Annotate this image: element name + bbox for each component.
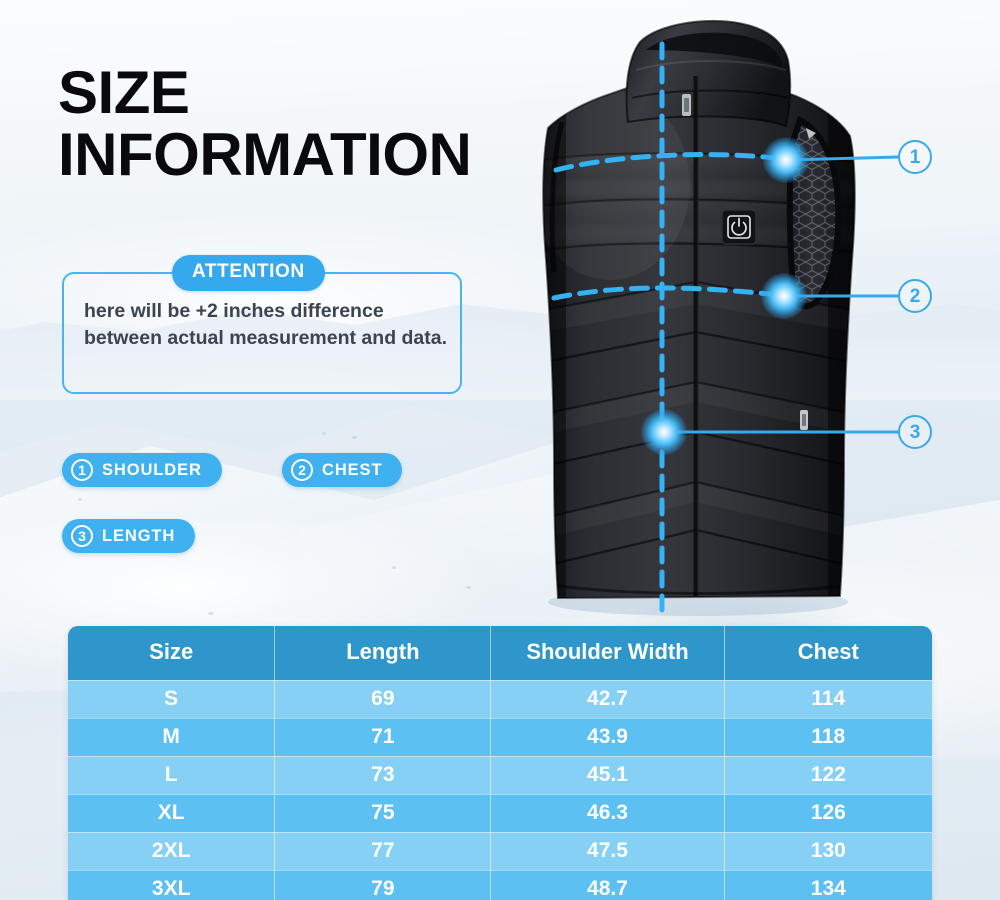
cell-size: 2XL <box>68 832 276 870</box>
cell-length: 73 <box>275 756 492 794</box>
cell-shoulder: 46.3 <box>491 794 725 832</box>
table-row: M 71 43.9 118 <box>68 718 932 756</box>
table-row: 3XL 79 48.7 134 <box>68 870 932 900</box>
attention-callout: ATTENTION here will be +2 inches differe… <box>62 255 462 394</box>
attention-text: here will be +2 inches difference betwee… <box>84 300 448 349</box>
cell-length: 69 <box>275 680 492 718</box>
callout-marker-2: 2 <box>898 279 932 313</box>
circled-number-icon: 3 <box>71 525 93 547</box>
cell-chest: 134 <box>724 870 932 900</box>
vest-illustration <box>542 20 856 616</box>
callout-marker-1: 1 <box>898 140 932 174</box>
power-icon <box>731 217 747 236</box>
page-title-line-1: SIZE <box>58 59 190 126</box>
cell-size: XL <box>68 794 276 832</box>
callout-marker-3: 3 <box>898 415 932 449</box>
legend-pill-shoulder: 1 SHOULDER <box>62 453 222 487</box>
collar-zipper-pull <box>682 94 691 116</box>
column-header-length: Length <box>275 626 492 680</box>
cell-size: M <box>68 718 276 756</box>
table-header-row: Size Length Shoulder Width Chest <box>68 626 932 680</box>
cell-chest: 114 <box>724 680 932 718</box>
front-zipper <box>693 76 699 596</box>
cell-shoulder: 48.7 <box>491 870 725 900</box>
page-title: SIZE INFORMATION <box>58 59 472 188</box>
legend-pill-chest: 2 CHEST <box>282 453 403 487</box>
cell-length: 71 <box>275 718 492 756</box>
table-row: L 73 45.1 122 <box>68 756 932 794</box>
legend-pill-label: CHEST <box>322 460 383 479</box>
vest-collar <box>625 20 792 128</box>
legend-pill-length: 3 LENGTH <box>62 519 196 553</box>
cell-shoulder: 42.7 <box>491 680 725 718</box>
cell-length: 79 <box>275 870 492 900</box>
cell-shoulder: 45.1 <box>491 756 725 794</box>
cell-chest: 122 <box>724 756 932 794</box>
column-header-size: Size <box>68 626 276 680</box>
snow-speck <box>466 586 471 589</box>
snow-speck <box>322 432 326 435</box>
snow-speck <box>352 436 357 439</box>
legend-pill-label: SHOULDER <box>102 460 202 479</box>
column-header-shoulder-width: Shoulder Width <box>491 626 725 680</box>
cell-length: 75 <box>275 794 492 832</box>
cell-chest: 118 <box>724 718 932 756</box>
product-image-heated-vest <box>500 10 920 630</box>
table-row: 2XL 77 47.5 130 <box>68 832 932 870</box>
table-row: S 69 42.7 114 <box>68 680 932 718</box>
cell-size: S <box>68 680 276 718</box>
cell-shoulder: 43.9 <box>491 718 725 756</box>
circled-number-icon: 1 <box>71 459 93 481</box>
snow-speck <box>208 612 214 615</box>
power-button-patch <box>721 209 757 245</box>
legend-pill-label: LENGTH <box>102 526 176 545</box>
cell-chest: 126 <box>724 794 932 832</box>
cell-length: 77 <box>275 832 492 870</box>
cell-size: L <box>68 756 276 794</box>
cell-chest: 130 <box>724 832 932 870</box>
circled-number-icon: 2 <box>291 459 313 481</box>
table-row: XL 75 46.3 126 <box>68 794 932 832</box>
cell-size: 3XL <box>68 870 276 900</box>
snow-speck <box>78 498 82 501</box>
attention-badge: ATTENTION <box>172 255 325 291</box>
cell-shoulder: 47.5 <box>491 832 725 870</box>
size-chart-table: Size Length Shoulder Width Chest S 69 42… <box>68 626 932 900</box>
page-title-line-2: INFORMATION <box>58 121 472 188</box>
hem-zipper-pull <box>800 410 808 430</box>
column-header-chest: Chest <box>724 626 932 680</box>
snow-speck <box>392 566 396 569</box>
